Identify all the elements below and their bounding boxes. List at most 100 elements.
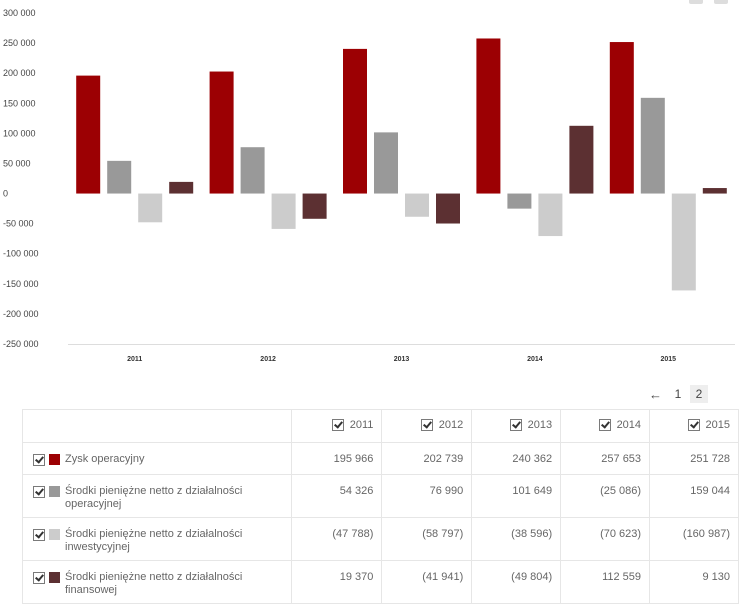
row-label: Środki pieniężne netto z działalności ope… [65,485,243,510]
checkbox[interactable] [33,529,45,541]
table-cell: 54 326 [291,474,383,518]
bar[interactable] [609,42,634,194]
checkbox[interactable] [598,419,611,431]
bar[interactable] [271,193,296,229]
row-label-cell: Zysk operacyjny [21,442,293,475]
year-label: 2013 [527,418,553,431]
table-cell: (58 797) [381,517,473,561]
bar[interactable] [476,38,501,194]
y-tick-label: 100 000 [3,128,36,138]
bar[interactable] [302,193,327,219]
bar[interactable] [702,188,727,194]
bar[interactable] [436,193,460,224]
checkbox[interactable] [420,419,433,431]
year-label: 2012 [438,418,464,431]
y-tick-label: 200 000 [3,68,36,78]
table-cell: 257 653 [560,442,651,475]
bar[interactable] [209,71,234,194]
row-label: Środki pieniężne netto z działalności inw… [65,528,243,553]
bar[interactable] [640,97,665,194]
bar[interactable] [169,181,194,194]
pagination-prev-arrow[interactable]: ← [649,386,662,402]
table-header-2012: 2012 [381,409,473,443]
table-cell: (49 804) [471,560,562,604]
y-tick-label: 250 000 [3,38,36,48]
y-tick-label: -100 000 [3,249,39,259]
table-cell: 251 728 [649,442,739,475]
table-cell: 19 370 [291,560,383,604]
table-cell: (47 788) [291,517,383,561]
table-row: Zysk operacyjny 195 966 202 739 240 362 … [21,442,739,475]
row-label: Środki pieniężne netto z działalności fin… [65,571,243,596]
y-tick-label: 50 000 [3,158,31,168]
y-tick-label: -150 000 [3,279,39,289]
year-label: 2015 [705,418,730,431]
table-row: Środki pieniężne netto z działalności fin… [21,560,739,604]
chart-menu-button[interactable] [689,0,703,4]
table-cell: 240 362 [471,442,562,475]
x-tick-label: 2014 [527,356,543,363]
table-cell: (160 987) [649,517,739,561]
pagination-page-2[interactable]: 2 [690,385,708,403]
pagination-page-1[interactable]: 1 [674,387,682,401]
table-cell: 9 130 [649,560,739,604]
checkbox[interactable] [509,419,522,431]
row-label-cell: Środki pieniężne netto z działalności fin… [21,560,293,604]
y-tick-label: 0 [3,189,8,199]
x-tick-label: 2015 [661,356,677,363]
data-table: 2011 2012 2013 2014 2015 Zysk operacyjny… [21,409,739,604]
checkbox[interactable] [687,419,700,431]
row-label-cell: Środki pieniężne netto z działalności inw… [21,517,293,561]
year-label: 2011 [349,418,374,431]
bar[interactable] [374,132,398,194]
series-swatch [49,454,60,465]
year-label: 2014 [616,418,642,431]
table-header-2015: 2015 [649,409,739,443]
series-swatch [49,486,60,497]
table-header-row: 2011 2012 2013 2014 2015 [21,409,739,443]
y-tick-label: -50 000 [3,219,34,229]
y-tick-label: 300 000 [3,8,36,18]
table-cell: 195 966 [291,442,383,475]
y-tick-label: -200 000 [3,309,39,319]
table-cell: (70 623) [560,517,651,561]
checkbox[interactable] [33,572,45,584]
table-cell: (41 941) [381,560,473,604]
table-header-2014: 2014 [560,409,651,443]
table-header-2011: 2011 [291,409,383,443]
table-cell: 202 739 [381,442,473,475]
bar[interactable] [671,193,696,291]
row-label: Zysk operacyjny [65,453,145,465]
table-header-blank [21,409,293,443]
table-cell: 112 559 [560,560,651,604]
bar[interactable] [138,193,163,223]
bar[interactable] [240,147,265,194]
bar[interactable] [405,193,429,217]
bar-chart: 300 000 250 000 200 000 150 000 100 000 50 00… [3,8,735,363]
bar[interactable] [538,193,563,237]
x-tick-label: 2012 [260,356,276,363]
table-header-2013: 2013 [471,409,562,443]
bar[interactable] [76,75,101,194]
bar[interactable] [507,193,532,209]
y-tick-label: -250 000 [3,339,39,349]
checkbox[interactable] [331,419,344,431]
x-tick-label: 2011 [127,356,142,363]
bar[interactable] [107,160,132,194]
row-label-cell: Środki pieniężne netto z działalności ope… [21,474,293,518]
pagination: ← 1 2 [645,385,708,403]
bar[interactable] [343,48,367,194]
checkbox[interactable] [33,486,45,498]
bar[interactable] [569,125,594,194]
series-swatch [49,529,60,540]
table-cell: 76 990 [381,474,473,518]
series-swatch [49,572,60,583]
table-row: Środki pieniężne netto z działalności inw… [21,517,739,561]
table-row: Środki pieniężne netto z działalności ope… [21,474,739,518]
table-cell: 159 044 [649,474,739,518]
checkbox[interactable] [33,454,45,466]
chart-export-button[interactable] [714,0,728,4]
y-tick-label: 150 000 [3,98,36,108]
x-tick-label: 2013 [394,356,410,363]
table-cell: 101 649 [471,474,562,518]
